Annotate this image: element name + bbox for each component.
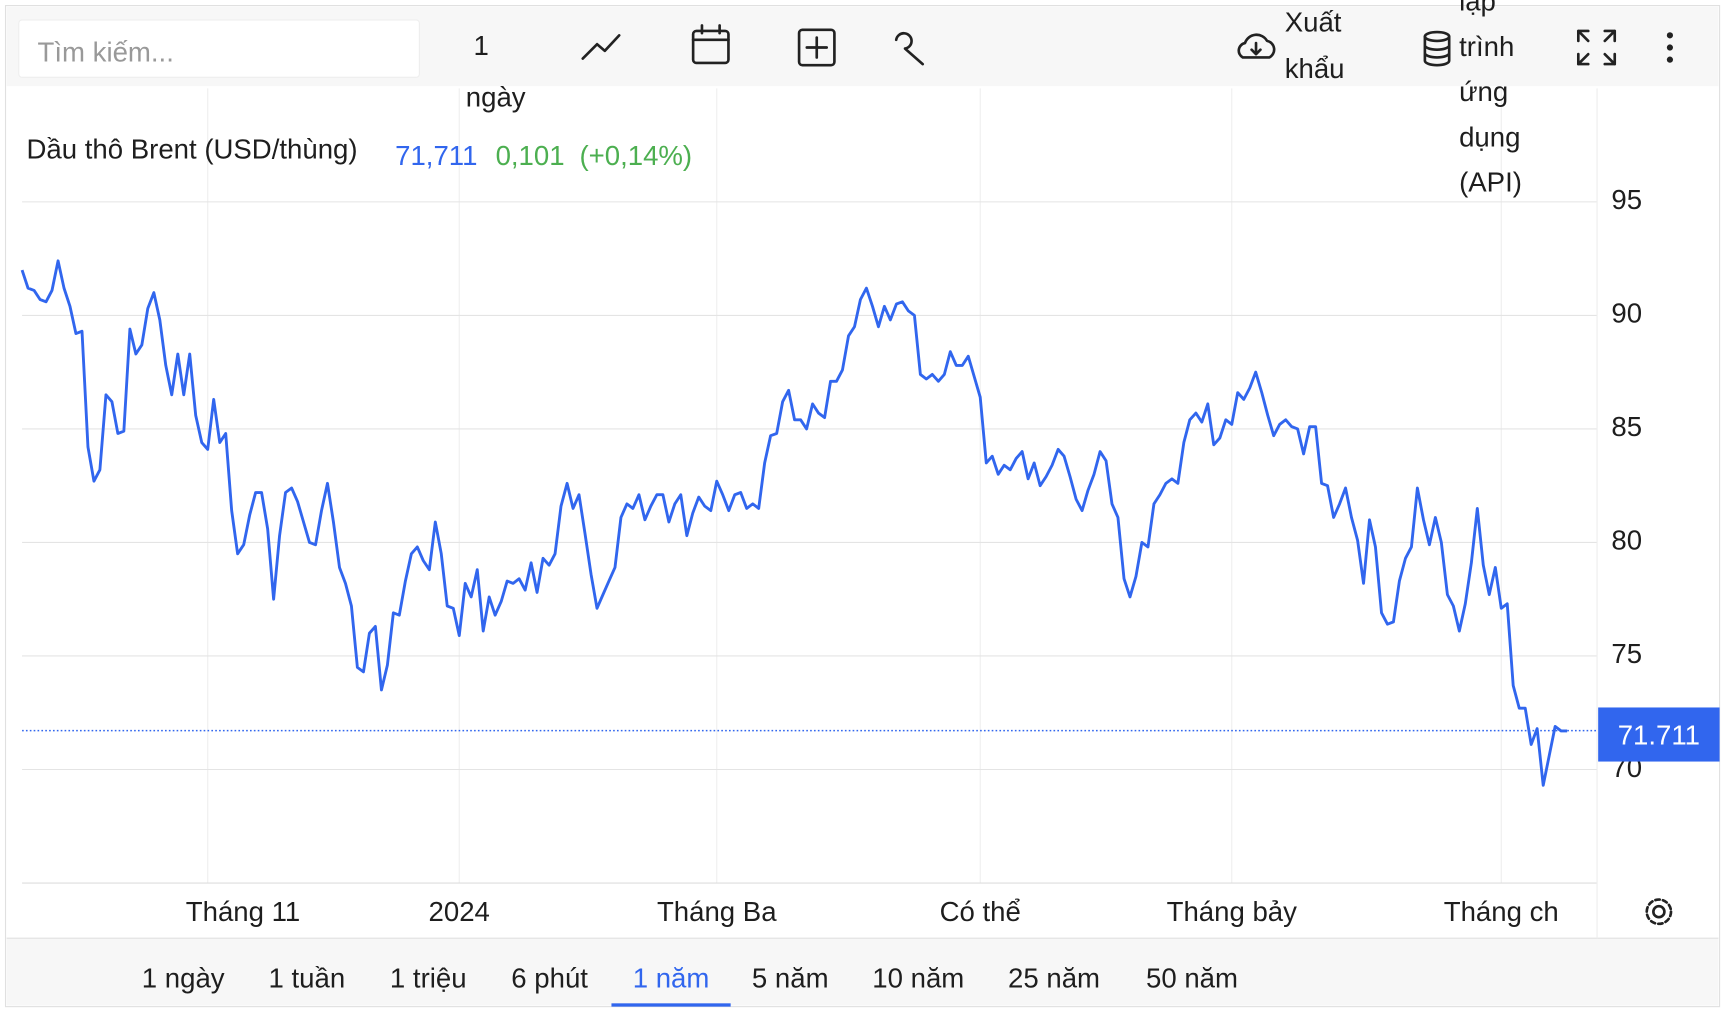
x-tick-label: Tháng Ba bbox=[657, 896, 777, 927]
fullscreen-icon[interactable] bbox=[1576, 29, 1617, 66]
api-button[interactable]: dụng bbox=[1459, 121, 1520, 152]
export-button[interactable]: khẩu bbox=[1285, 53, 1345, 84]
settings-icon[interactable] bbox=[1645, 898, 1673, 926]
chart-type-icon[interactable] bbox=[581, 34, 621, 60]
export-icon[interactable] bbox=[1237, 33, 1276, 59]
y-tick-label: 95 bbox=[1611, 184, 1642, 215]
search-placeholder[interactable]: Tìm kiếm... bbox=[38, 36, 174, 67]
last-price-label: 71.711 bbox=[1618, 720, 1700, 751]
menu-icon[interactable] bbox=[1666, 32, 1674, 63]
frame bbox=[4, 5, 1721, 1008]
x-tick-label: Tháng 11 bbox=[186, 896, 301, 927]
interval-button[interactable]: 1 bbox=[474, 30, 489, 61]
y-tick-label: 90 bbox=[1611, 298, 1642, 329]
calendar-icon[interactable] bbox=[691, 24, 730, 65]
x-tick-label: Tháng bảy bbox=[1167, 896, 1298, 927]
last-price-tag bbox=[1598, 707, 1720, 762]
y-tick-label: 75 bbox=[1611, 638, 1642, 669]
range-button[interactable]: 5 năm bbox=[752, 962, 829, 993]
tools-icon[interactable] bbox=[894, 31, 925, 66]
api-button[interactable]: ứng bbox=[1459, 76, 1508, 107]
price-line bbox=[20, 259, 1568, 787]
range-button[interactable]: 1 triệu bbox=[390, 962, 467, 993]
price: 71,711 bbox=[395, 140, 477, 171]
change: 0,101 bbox=[496, 140, 565, 171]
range-button[interactable]: 50 năm bbox=[1146, 962, 1238, 993]
x-tick-label: Có thể bbox=[940, 896, 1021, 927]
api-button[interactable]: (API) bbox=[1459, 167, 1522, 198]
y-tick-label: 80 bbox=[1611, 525, 1642, 556]
range-button[interactable]: 1 tuần bbox=[268, 962, 345, 993]
range-button[interactable]: 10 năm bbox=[872, 962, 964, 993]
api-button[interactable]: lập bbox=[1459, 0, 1496, 17]
range-bar bbox=[6, 938, 1719, 1006]
api-icon[interactable] bbox=[1423, 30, 1451, 67]
y-tick-label: 85 bbox=[1611, 411, 1642, 442]
api-button[interactable]: trình bbox=[1459, 31, 1514, 62]
instrument-title: Dầu thô Brent (USD/thùng) bbox=[26, 134, 357, 165]
x-tick-label: Tháng ch bbox=[1444, 896, 1559, 927]
active-underline bbox=[611, 1003, 731, 1007]
range-button[interactable]: 25 năm bbox=[1008, 962, 1100, 993]
change-percent: (+0,14%) bbox=[579, 140, 692, 171]
x-tick-label: 2024 bbox=[429, 896, 490, 927]
compare-icon[interactable] bbox=[797, 28, 836, 67]
interval-button[interactable]: ngày bbox=[466, 82, 526, 113]
range-button[interactable]: 1 ngày bbox=[142, 962, 225, 993]
range-button[interactable]: 6 phút bbox=[511, 962, 588, 993]
search-box[interactable] bbox=[18, 19, 420, 78]
export-button[interactable]: Xuất bbox=[1285, 7, 1342, 38]
range-button[interactable]: 1 năm bbox=[633, 962, 710, 993]
